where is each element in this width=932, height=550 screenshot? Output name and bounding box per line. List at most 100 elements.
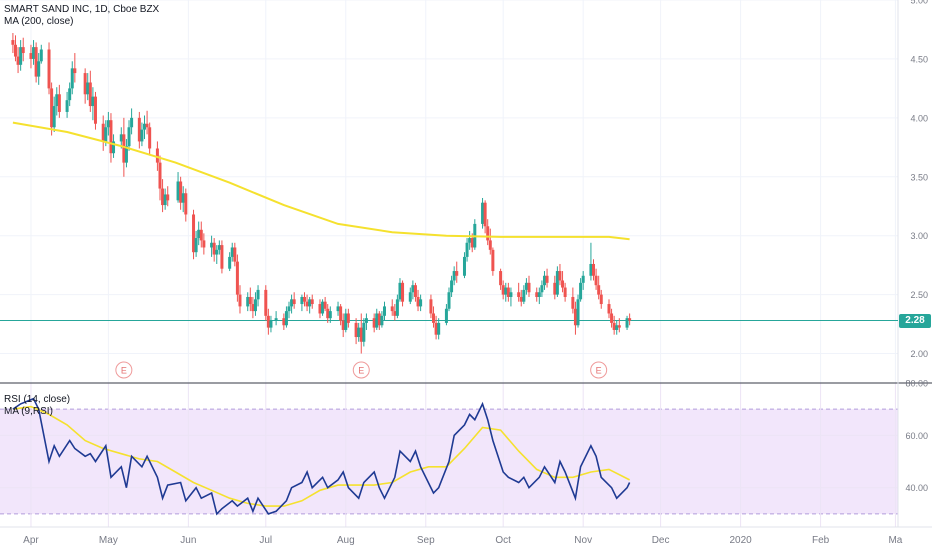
candle-body <box>192 214 196 253</box>
candle-body <box>32 47 36 59</box>
candle-body <box>362 322 366 342</box>
main-legend: SMART SAND INC, 1D, Cboe BZX MA (200, cl… <box>4 4 159 28</box>
candle-body <box>522 289 526 302</box>
candle-body <box>248 296 252 305</box>
candle-body <box>326 308 330 319</box>
candle-body <box>112 141 116 154</box>
candle-body <box>93 96 97 124</box>
candle-body <box>465 242 469 257</box>
candle-body <box>375 313 379 328</box>
candle-body <box>488 240 492 250</box>
price-tick-label: 2.50 <box>910 290 928 300</box>
candle-body <box>88 82 92 107</box>
candle-body <box>555 271 559 295</box>
candle-body <box>130 117 134 128</box>
candle-body <box>308 299 312 307</box>
candle-body <box>91 96 95 107</box>
candle-body <box>137 117 141 142</box>
ma200-line <box>12 121 630 241</box>
candle-body <box>540 285 544 293</box>
candle-body <box>210 242 214 248</box>
time-axis: Apr May Jun Jul Aug Sep Oct Nov Dec 2020 Feb Ma <box>23 535 903 546</box>
candle-body <box>37 61 41 77</box>
time-tick-label: Aug <box>337 535 355 546</box>
candle-body <box>579 282 583 300</box>
candle-body <box>70 68 74 89</box>
candle-body <box>19 47 23 65</box>
candle-body <box>411 285 415 293</box>
candle-body <box>491 249 495 272</box>
time-tick-label: 2020 <box>729 535 752 546</box>
candle-body <box>419 299 423 307</box>
candle-body <box>573 308 577 326</box>
candle-body <box>542 275 546 286</box>
candle-body <box>524 282 528 290</box>
candle-body <box>501 285 505 295</box>
candle-body <box>34 47 38 77</box>
candle-body <box>253 299 257 312</box>
candle-body <box>264 289 268 316</box>
candle-body <box>202 240 206 248</box>
time-tick-label: Nov <box>574 535 592 546</box>
candle-body <box>517 292 521 297</box>
ma-indicator-label[interactable]: MA (200, close) <box>4 16 74 27</box>
candle-body <box>52 106 56 128</box>
candle-body <box>506 287 510 297</box>
candle-body <box>284 311 288 326</box>
candle-body <box>628 318 632 321</box>
candle-body <box>11 40 15 45</box>
candle-body <box>158 162 162 189</box>
candle-body <box>122 134 126 163</box>
candle-body <box>504 287 508 295</box>
candle-body <box>266 315 270 328</box>
candle-body <box>452 271 456 281</box>
candle-body <box>395 299 399 316</box>
candle-body <box>163 194 167 206</box>
chart-title[interactable]: SMART SAND INC, 1D, Cboe BZX <box>4 4 160 15</box>
earnings-marker <box>352 361 370 379</box>
candle-body <box>382 306 386 316</box>
candle-body <box>230 247 234 257</box>
candle-body <box>468 238 472 243</box>
candle-body <box>597 285 601 295</box>
candle-body <box>238 294 242 307</box>
candle-body <box>377 313 381 326</box>
candle-body <box>127 127 131 147</box>
candle-body <box>39 49 43 62</box>
candle-body <box>408 292 412 302</box>
candle-body <box>318 304 322 314</box>
candle-body <box>537 292 541 297</box>
candle-body <box>292 299 296 305</box>
candle-body <box>364 318 368 323</box>
candle-body <box>535 292 539 297</box>
candle-body <box>462 256 466 276</box>
rsi-ma-indicator-label[interactable]: MA (9,RSI) <box>4 406 53 417</box>
candle-body <box>429 299 433 314</box>
candle-body <box>625 318 629 328</box>
last-price-label: 2.28 <box>899 313 931 328</box>
candle-body <box>233 247 237 262</box>
candle-body <box>450 280 454 293</box>
candle-body <box>282 318 286 326</box>
candle-body <box>483 202 487 227</box>
candle-body <box>328 311 332 319</box>
candle-body <box>194 238 198 253</box>
candle-body <box>434 322 438 335</box>
candle-body <box>563 287 567 297</box>
time-tick-label: Jun <box>180 535 196 546</box>
candle-body <box>416 296 420 307</box>
candle-body <box>68 88 72 101</box>
rsi-indicator-label[interactable]: RSI (14, close) <box>4 394 71 405</box>
rsi-tick-label: 40.00 <box>905 483 928 493</box>
candle-body <box>499 271 503 286</box>
candle-body <box>155 148 159 163</box>
candle-body <box>16 56 20 65</box>
candle-body <box>184 193 188 215</box>
time-tick-label: Dec <box>652 535 670 546</box>
candle-body <box>594 275 598 286</box>
candle-body <box>212 242 216 255</box>
candle-body <box>576 299 580 326</box>
candle-body <box>612 322 616 330</box>
candle-body <box>339 306 343 321</box>
